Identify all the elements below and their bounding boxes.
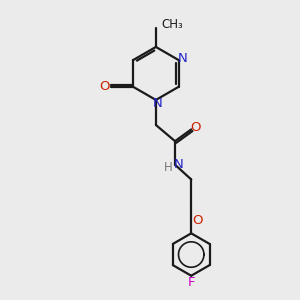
Text: O: O	[192, 214, 202, 226]
Text: O: O	[190, 122, 201, 134]
Text: N: N	[174, 158, 183, 171]
Text: N: N	[178, 52, 187, 65]
Text: F: F	[188, 276, 195, 289]
Text: O: O	[99, 80, 110, 93]
Text: N: N	[152, 97, 162, 110]
Text: H: H	[164, 160, 173, 174]
Text: CH₃: CH₃	[161, 18, 183, 32]
